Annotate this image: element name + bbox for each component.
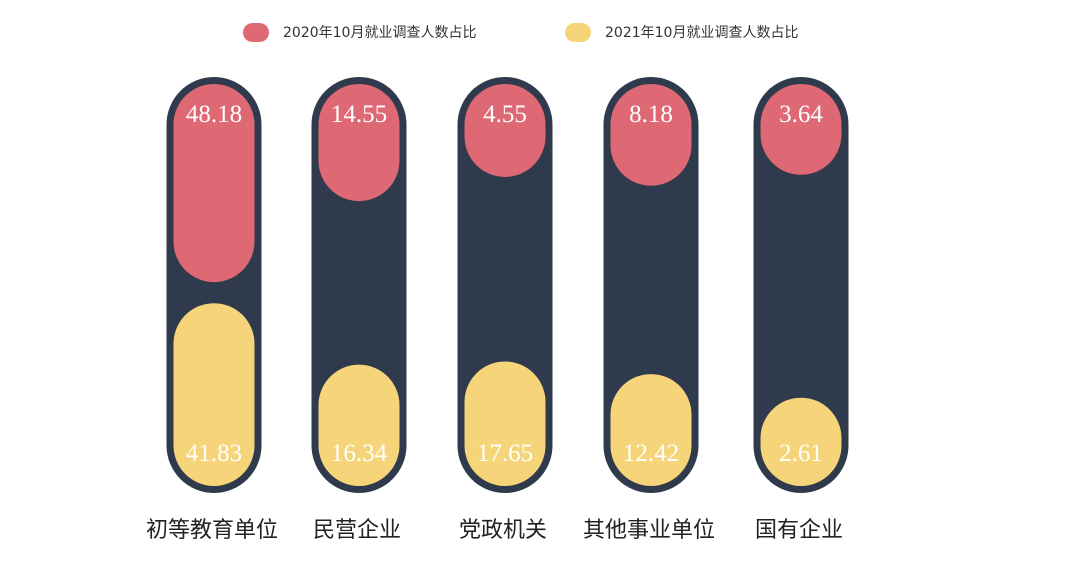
data-label-2020: 4.55 [483,101,527,128]
bar-2020 [610,84,692,186]
bar-2021 [610,374,692,486]
data-label-2021: 41.83 [186,440,242,467]
bar-2020 [760,84,842,175]
category-label: 党政机关 [459,518,547,543]
data-label-2021: 17.65 [477,440,533,467]
bar-2020 [173,84,255,283]
legend-label-2021: 2021年10月就业调查人数占比 [605,25,799,41]
category-label: 其他事业单位 [583,518,715,543]
data-label-2020: 8.18 [629,101,673,128]
bar-2020 [464,84,546,177]
data-label-2020: 14.55 [331,101,387,128]
legend-item-2020: 2020年10月就业调查人数占比 [243,22,476,42]
legend-swatch-2020 [243,22,269,42]
bar-2021 [173,303,255,486]
legend-label-2020: 2020年10月就业调查人数占比 [283,25,477,41]
data-label-2020: 48.18 [186,101,242,128]
bar-track [753,77,849,493]
bar-2021 [464,361,546,486]
legend-swatch-2021 [565,22,591,42]
category-label: 国有企业 [755,518,843,543]
category-label: 初等教育单位 [146,518,278,543]
category-label: 民营企业 [313,518,401,543]
data-label-2021: 16.34 [331,440,388,467]
bar-2021 [760,397,842,486]
legend-item-2021: 2021年10月就业调查人数占比 [565,22,798,42]
bar-2021 [318,364,400,486]
bar-2020 [318,84,400,202]
data-label-2021: 12.42 [623,440,679,467]
data-label-2021: 2.61 [779,440,823,467]
data-label-2020: 3.64 [779,101,823,128]
